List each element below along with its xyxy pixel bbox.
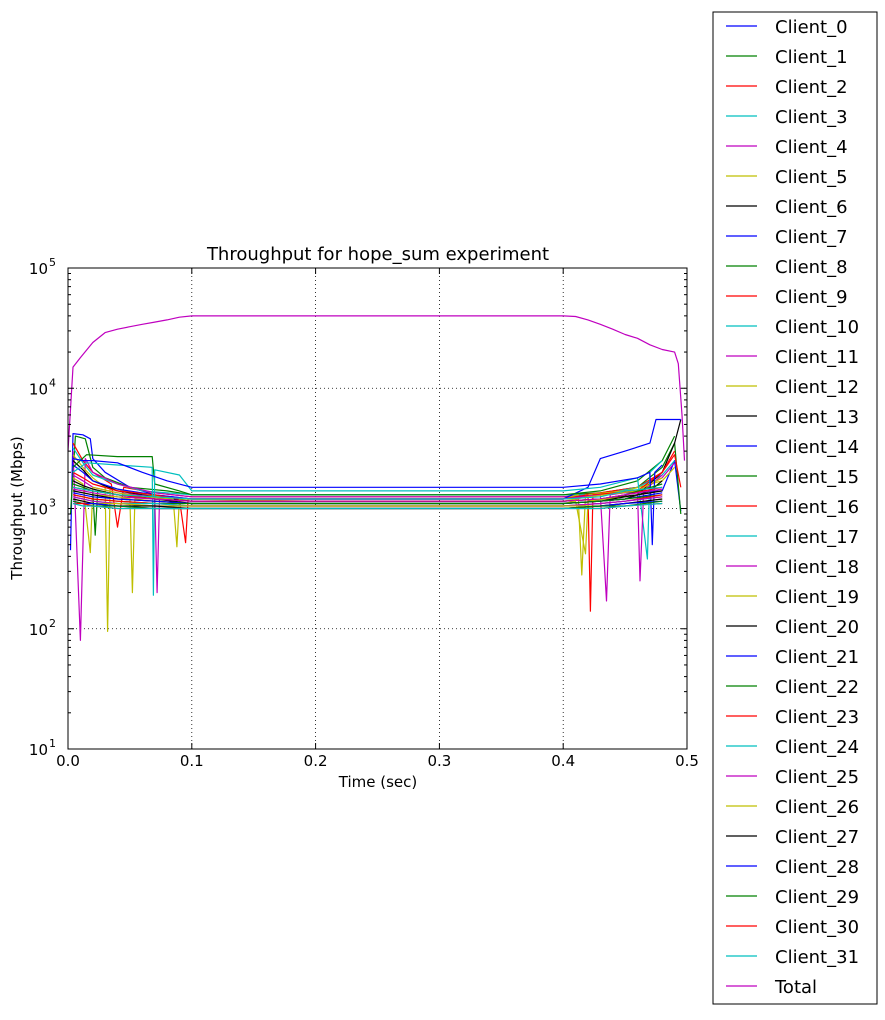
x-tick-label: 0.5 (675, 752, 699, 770)
series-lines (67, 315, 686, 641)
legend-label: Client_8 (775, 257, 848, 278)
y-tick-exponent: 2 (49, 617, 56, 630)
x-tick-label: 0.0 (56, 752, 80, 770)
legend-label: Client_5 (775, 167, 848, 188)
y-tick-label: 10 (29, 380, 48, 398)
x-tick-label: 0.2 (304, 752, 328, 770)
legend-label: Client_16 (775, 497, 859, 518)
x-tick-label: 0.4 (551, 752, 575, 770)
y-tick-exponent: 3 (49, 497, 56, 510)
legend-label: Total (774, 977, 817, 998)
y-tick-exponent: 4 (49, 376, 56, 389)
legend-label: Client_20 (775, 617, 859, 638)
legend-label: Client_31 (775, 947, 859, 968)
legend-label: Client_26 (775, 797, 859, 818)
legend-label: Client_4 (775, 137, 848, 158)
legend-label: Client_3 (775, 107, 848, 128)
x-tick-label: 0.1 (180, 752, 204, 770)
legend-label: Client_11 (775, 347, 859, 368)
legend-label: Client_2 (775, 77, 848, 98)
legend-label: Client_7 (775, 227, 848, 248)
legend-label: Client_6 (775, 197, 848, 218)
x-tick-label: 0.3 (427, 752, 451, 770)
legend-label: Client_23 (775, 707, 859, 728)
legend-label: Client_27 (775, 827, 859, 848)
legend-label: Client_19 (775, 587, 859, 608)
y-axis-label: Throughput (Mbps) (8, 436, 26, 580)
y-tick-label: 10 (29, 260, 48, 278)
y-tick-label: 10 (29, 741, 48, 759)
legend-label: Client_28 (775, 857, 859, 878)
legend-label: Client_30 (775, 917, 859, 938)
chart-title: Throughput for hope_sum experiment (206, 244, 549, 265)
y-tick-label: 10 (29, 621, 48, 639)
legend-label: Client_14 (775, 437, 859, 458)
legend-label: Client_13 (775, 407, 859, 428)
legend-label: Client_9 (775, 287, 848, 308)
legend-label: Client_25 (775, 767, 859, 788)
series-line-client-17 (72, 486, 663, 500)
legend-label: Client_15 (775, 467, 859, 488)
y-tick-exponent: 5 (49, 256, 56, 269)
series-line-client-8 (72, 435, 676, 496)
legend-label: Client_22 (775, 677, 859, 698)
y-tick-exponent: 1 (49, 737, 56, 750)
legend-label: Client_29 (775, 887, 859, 908)
legend-label: Client_0 (775, 17, 848, 38)
legend-box (712, 11, 878, 1005)
legend-label: Client_1 (775, 47, 848, 68)
legend-label: Client_10 (775, 317, 859, 338)
y-tick-label: 10 (29, 501, 48, 519)
legend: Client_0 Client_1 Client_2 Client_3 Client_4… (712, 11, 878, 1005)
legend-label: Client_18 (775, 557, 859, 578)
legend-label: Client_24 (775, 737, 859, 758)
series-line-client-18 (72, 488, 663, 502)
x-axis-label: Time (sec) (338, 773, 417, 791)
legend-label: Client_12 (775, 377, 859, 398)
series-line-client-14 (72, 458, 663, 546)
series-line-client-31 (72, 502, 663, 510)
legend-label: Client_17 (775, 527, 859, 548)
legend-label: Client_21 (775, 647, 859, 668)
series-line-total (67, 315, 686, 461)
